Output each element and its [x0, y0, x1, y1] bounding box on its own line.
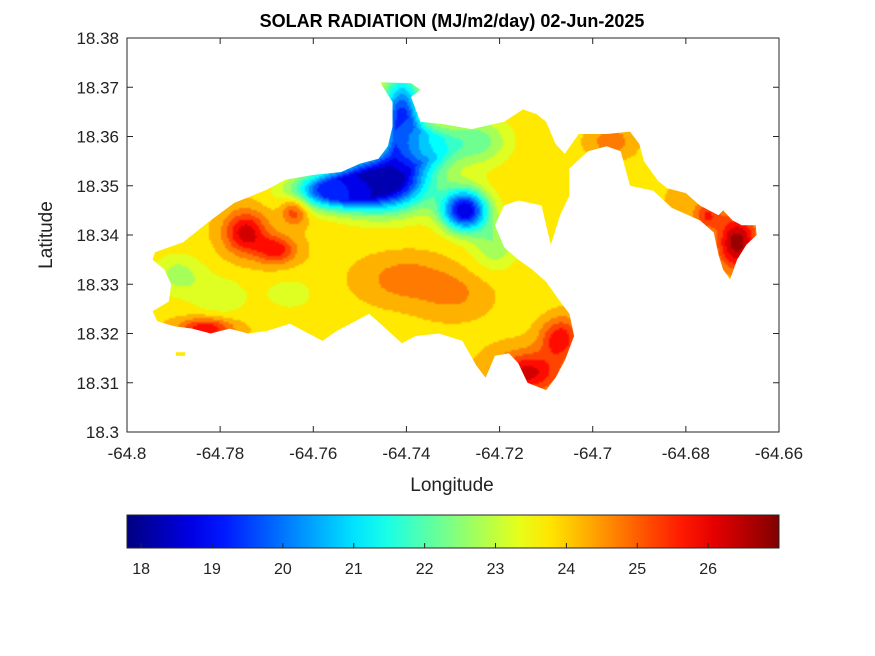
- x-tick-label: -64.8: [108, 444, 147, 463]
- x-tick-label: -64.76: [289, 444, 337, 463]
- y-axis: 18.3 18.31 18.32 18.33 18.34 18.35 18.36 18.37 1…: [76, 29, 779, 442]
- colorbar-tick-label: 19: [203, 561, 221, 578]
- y-tick-label: 18.34: [76, 226, 119, 245]
- y-tick-label: 18.36: [76, 128, 119, 147]
- colorbar-tick-label: 26: [699, 561, 717, 578]
- x-tick-label: -64.66: [755, 444, 803, 463]
- colorbar-tick-label: 22: [416, 561, 434, 578]
- y-tick-label: 18.3: [86, 423, 119, 442]
- x-axis-label: Longitude: [410, 475, 493, 496]
- x-tick-label: -64.7: [573, 444, 612, 463]
- colorbar: [126, 514, 780, 549]
- y-tick-label: 18.33: [76, 275, 119, 294]
- x-axis: -64.8 -64.78 -64.76 -64.74 -64.72 -64.7 -64.68…: [108, 38, 803, 463]
- y-tick-label: 18.32: [76, 325, 119, 344]
- y-tick-label: 18.35: [76, 177, 119, 196]
- y-tick-label: 18.38: [76, 29, 119, 48]
- colorbar-tick-label: 20: [274, 561, 292, 578]
- x-tick-label: -64.74: [382, 444, 430, 463]
- x-tick-label: -64.78: [196, 444, 244, 463]
- x-tick-label: -64.72: [475, 444, 523, 463]
- colorbar-tick-label: 24: [557, 561, 575, 578]
- y-tick-label: 18.31: [76, 374, 119, 393]
- y-axis-label: Latitude: [36, 201, 57, 269]
- colorbar-axis: 18 19 20 21 22 23 24 25 26: [132, 543, 717, 578]
- colorbar-tick-label: 23: [487, 561, 505, 578]
- colorbar-tick-label: 21: [345, 561, 363, 578]
- x-tick-label: -64.68: [662, 444, 710, 463]
- colorbar-tick-label: 18: [132, 561, 150, 578]
- chart-title: SOLAR RADIATION (MJ/m2/day) 02-Jun-2025: [260, 11, 645, 31]
- y-tick-label: 18.37: [76, 78, 119, 97]
- colorbar-tick-label: 25: [628, 561, 646, 578]
